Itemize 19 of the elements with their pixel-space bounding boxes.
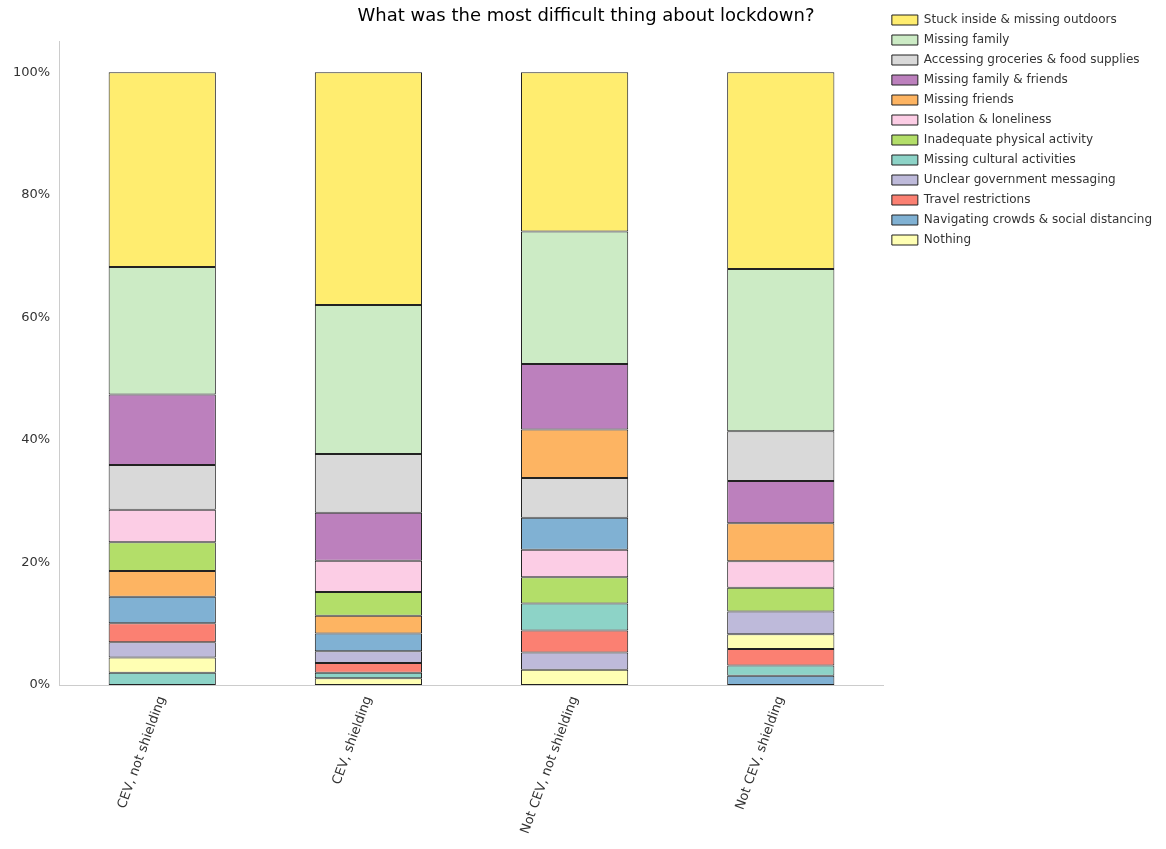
legend-label: Missing family <box>923 32 1010 47</box>
y-tick-label: 20% <box>21 553 51 569</box>
y-tick-label: 60% <box>21 308 51 324</box>
legend-label: Travel restrictions <box>922 192 1031 207</box>
y-tick-label: 40% <box>21 431 51 447</box>
legend-label: Inadequate physical activity <box>923 132 1094 147</box>
chart-title: What was the most difficult thing about lockdown? <box>357 4 815 26</box>
legend-label: Accessing groceries & food supplies <box>923 52 1140 67</box>
legend-label: Stuck inside & missing outdoors <box>923 12 1117 27</box>
y-tick-label: 80% <box>21 186 51 202</box>
legend-label: Nothing <box>923 232 972 247</box>
y-tick-label: 0% <box>29 676 51 692</box>
legend-label: Missing friends <box>923 92 1014 107</box>
legend-label: Missing cultural activities <box>923 152 1076 167</box>
legend-label: Isolation & loneliness <box>923 112 1052 127</box>
legend-label: Unclear government messaging <box>923 172 1116 187</box>
legend-label: Missing family & friends <box>923 72 1068 87</box>
y-tick-label: 100% <box>12 63 51 79</box>
legend-label: Navigating crowds & social distancing <box>923 212 1152 227</box>
